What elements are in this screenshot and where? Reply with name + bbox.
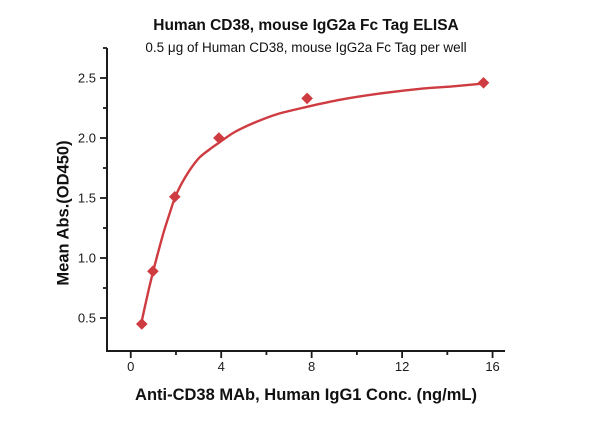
data-point-marker — [477, 77, 490, 89]
x-tick-label: 8 — [308, 359, 315, 374]
y-tick-label: 2.0 — [78, 131, 96, 146]
data-point-marker — [136, 318, 148, 330]
data-point-marker — [213, 132, 225, 144]
y-tick-label: 0.5 — [78, 311, 96, 326]
chart-subtitle: 0.5 μg of Human CD38, mouse IgG2a Fc Tag… — [145, 40, 467, 55]
y-tick-label: 1.0 — [78, 251, 96, 266]
x-tick-label: 0 — [127, 359, 134, 374]
x-axis-title: Anti-CD38 MAb, Human IgG1 Conc. (ng/mL) — [135, 386, 477, 404]
x-tick-label: 4 — [218, 359, 225, 374]
chart-title: Human CD38, mouse IgG2a Fc Tag ELISA — [153, 17, 459, 34]
fit-curve — [139, 82, 486, 327]
x-tick-label: 12 — [395, 359, 409, 374]
data-point-marker — [301, 92, 313, 105]
y-tick-label: 2.5 — [78, 71, 96, 86]
x-tick-label: 16 — [485, 359, 499, 374]
data-point-marker — [147, 265, 159, 277]
y-tick-label: 1.5 — [78, 191, 96, 206]
data-point-marker — [169, 191, 181, 203]
